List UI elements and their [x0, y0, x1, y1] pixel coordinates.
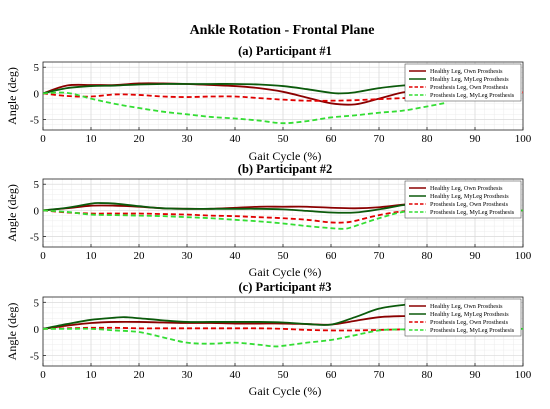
chart-panel-1: (a) Participant #10 10 20 30 40 50 60 70 80 90 100… [5, 44, 532, 163]
x-tick-label: 70 [374, 250, 386, 262]
legend-label: Healthy Leg, Own Prosthesis [430, 185, 503, 192]
x-tick-label: 40 [230, 133, 242, 145]
panel-title: (b) Participant #2 [238, 162, 332, 176]
y-tick-label: -5 [30, 115, 40, 127]
y-axis-label: Angle (deg) [5, 303, 19, 361]
x-tick-label: 40 [230, 250, 242, 262]
x-tick-label: 20 [134, 250, 146, 262]
panel-title: (a) Participant #1 [238, 44, 332, 58]
panel-title: (c) Participant #3 [238, 280, 331, 294]
x-tick-label: 80 [422, 250, 434, 262]
series-line-4 [43, 327, 523, 348]
x-axis-label: Gait Cycle (%) [249, 149, 322, 163]
x-tick-label: 0 [40, 250, 46, 262]
y-axis-label: Angle (deg) [5, 67, 19, 125]
series-line-2 [43, 202, 418, 214]
legend-label: Prosthesis Leg, MyLeg Prosthesis [430, 209, 515, 216]
x-tick-label: 100 [515, 369, 532, 381]
series-line-1 [43, 315, 418, 330]
x-tick-label: 0 [40, 369, 46, 381]
x-tick-label: 60 [326, 369, 338, 381]
x-tick-label: 70 [374, 133, 386, 145]
legend-label: Prosthesis Leg, Own Prosthesis [430, 201, 509, 208]
y-tick-label: 5 [34, 297, 40, 309]
figure-title: Ankle Rotation - Frontal Plane [190, 23, 375, 38]
x-tick-label: 40 [230, 369, 242, 381]
y-tick-label: -5 [30, 350, 40, 362]
y-tick-label: 0 [34, 205, 40, 217]
x-tick-label: 90 [470, 250, 482, 262]
y-axis-label: Angle (deg) [5, 184, 19, 242]
legend-box [404, 180, 522, 219]
x-tick-label: 60 [326, 133, 338, 145]
x-axis-label: Gait Cycle (%) [249, 265, 322, 279]
x-tick-label: 10 [86, 133, 98, 145]
legend-label: Healthy Leg, MyLeg Prosthesis [430, 311, 509, 318]
series-line-2 [43, 83, 418, 95]
x-tick-label: 90 [470, 369, 482, 381]
x-tick-label: 30 [182, 133, 194, 145]
x-tick-label: 0 [40, 133, 46, 145]
series-line-1 [43, 202, 418, 212]
x-tick-label: 70 [374, 369, 386, 381]
x-tick-label: 50 [278, 250, 290, 262]
legend-label: Healthy Leg, Own Prosthesis [430, 68, 503, 75]
x-tick-label: 90 [470, 133, 482, 145]
legend-label: Prosthesis Leg, MyLeg Prosthesis [430, 327, 515, 334]
legend-label: Prosthesis Leg, MyLeg Prosthesis [430, 92, 515, 99]
x-tick-label: 80 [422, 133, 434, 145]
chart-panel-3: (c) Participant #30 10 20 30 40 50 60 70 80 90 100… [5, 280, 532, 398]
x-axis-label: Gait Cycle (%) [249, 384, 322, 398]
x-tick-label: 20 [134, 369, 146, 381]
x-tick-label: 100 [515, 133, 532, 145]
x-tick-label: 20 [134, 133, 146, 145]
legend-label: Prosthesis Leg, Own Prosthesis [430, 84, 509, 91]
series-line-2 [43, 303, 418, 330]
x-tick-label: 100 [515, 250, 532, 262]
x-tick-label: 10 [86, 250, 98, 262]
y-tick-label: -5 [30, 232, 40, 244]
y-tick-label: 5 [34, 179, 40, 191]
series-line-4 [43, 209, 523, 230]
y-tick-label: 0 [34, 88, 40, 100]
legend-label: Prosthesis Leg, Own Prosthesis [430, 319, 509, 326]
y-tick-label: 5 [34, 62, 40, 74]
x-tick-label: 80 [422, 369, 434, 381]
legend-box [404, 63, 522, 102]
x-tick-label: 30 [182, 250, 194, 262]
legend-label: Healthy Leg, Own Prosthesis [430, 303, 503, 310]
x-tick-label: 50 [278, 133, 290, 145]
x-tick-label: 50 [278, 369, 290, 381]
legend-label: Healthy Leg, MyLeg Prosthesis [430, 76, 509, 83]
series-line-3 [43, 209, 523, 224]
x-tick-label: 60 [326, 250, 338, 262]
legend-box [404, 298, 522, 337]
x-tick-label: 10 [86, 369, 98, 381]
y-tick-label: 0 [34, 324, 40, 336]
chart-panel-2: (b) Participant #20 10 20 30 40 50 60 70 80 90 100… [5, 162, 532, 279]
legend-label: Healthy Leg, MyLeg Prosthesis [430, 193, 509, 200]
x-tick-label: 30 [182, 369, 194, 381]
